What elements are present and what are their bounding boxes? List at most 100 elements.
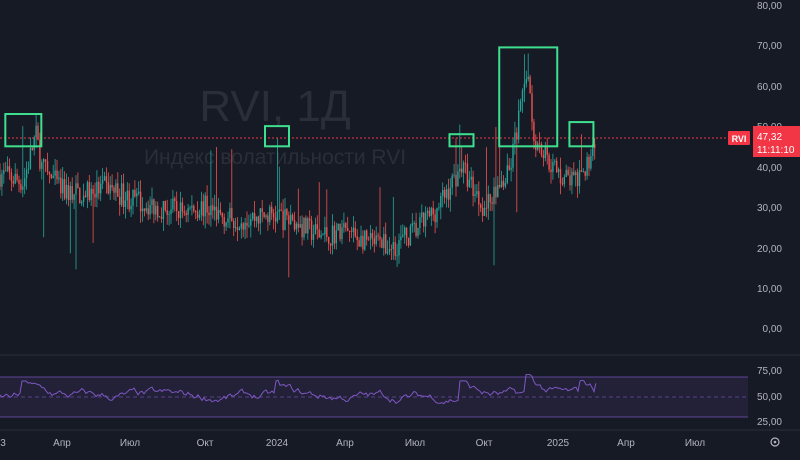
candle-body: [424, 212, 427, 227]
candle-body: [453, 174, 455, 176]
highlight-box[interactable]: [448, 133, 475, 148]
candle-body: [257, 216, 260, 224]
time-label: Июл: [120, 438, 140, 449]
candle-body: [371, 233, 374, 239]
candle-body: [231, 208, 233, 222]
candle-body: [594, 144, 596, 149]
candle-body: [527, 76, 529, 80]
candle-body: [571, 171, 573, 186]
candle-body: [288, 215, 290, 225]
candle-body: [557, 169, 560, 173]
candle-body: [193, 205, 195, 212]
candle-body: [272, 213, 275, 218]
candle-body: [65, 184, 68, 199]
highlight-boxes[interactable]: [4, 46, 595, 148]
candle-body: [385, 234, 387, 254]
candle-body: [407, 238, 410, 246]
candle-body: [455, 174, 457, 187]
candle-body: [409, 226, 412, 246]
candle-body: [354, 227, 356, 237]
candle-body: [411, 223, 413, 227]
candle-body: [377, 235, 379, 237]
candle-body: [14, 173, 16, 184]
candle-body: [540, 144, 543, 155]
candle-body: [470, 176, 472, 180]
candle-body: [189, 207, 191, 209]
highlight-box[interactable]: [264, 125, 290, 148]
candle-body: [582, 171, 584, 173]
candle-body: [170, 209, 172, 214]
candle-body: [440, 196, 442, 208]
candle-body: [550, 169, 552, 173]
symbol-tag-bg: [728, 131, 750, 145]
candle-body: [464, 162, 467, 164]
candle-body: [529, 76, 531, 94]
candle-body: [221, 212, 223, 218]
candle-body: [348, 230, 351, 232]
candle-body: [506, 165, 508, 183]
candle-body: [290, 214, 292, 225]
candle-body: [328, 237, 330, 244]
candle-body: [79, 188, 81, 204]
candle-body: [75, 183, 77, 195]
oscillator-axis[interactable]: 75,00 50,00 25,00: [757, 366, 782, 428]
candle-body: [341, 227, 343, 240]
price-label: 40,00: [757, 163, 782, 174]
time-label: Апр: [617, 438, 635, 449]
candle-body: [54, 170, 56, 176]
candle-body: [552, 161, 554, 173]
candle-body: [312, 234, 315, 240]
candle-body: [29, 147, 32, 169]
candle-body: [212, 205, 214, 211]
candle-body: [493, 186, 495, 204]
candle-body: [147, 208, 149, 215]
candle-body: [120, 183, 123, 205]
candle-body: [227, 218, 229, 223]
candle-body: [269, 206, 271, 222]
candle-body: [16, 173, 18, 180]
candle-body: [3, 170, 5, 174]
price-label: 80,00: [757, 1, 782, 12]
candle-body: [27, 168, 30, 170]
time-label: 3: [0, 438, 6, 449]
oscillator-label: 50,00: [757, 392, 782, 403]
candle-body: [43, 159, 45, 163]
candlestick-series: [0, 53, 596, 278]
candle-body: [404, 227, 406, 235]
gear-icon[interactable]: [770, 437, 780, 447]
highlight-box[interactable]: [568, 121, 595, 148]
candle-body: [1, 173, 3, 187]
highlight-box[interactable]: [498, 46, 559, 148]
candle-body: [428, 210, 431, 216]
candle-body: [73, 194, 75, 200]
candle-body: [86, 182, 89, 197]
last-price-tag[interactable]: RVI 47,32 11:11:10: [728, 126, 800, 157]
candle-body: [497, 184, 499, 198]
candle-body: [324, 227, 326, 235]
candle-body: [252, 213, 254, 220]
candle-body: [516, 132, 518, 140]
candle-body: [234, 227, 237, 229]
candle-body: [297, 223, 299, 228]
candle-body: [303, 217, 305, 238]
candle-body: [117, 183, 119, 197]
time-axis[interactable]: 3 Апр Июл Окт 2024 Апр Июл Окт 2025 Апр …: [0, 438, 705, 449]
price-axis[interactable]: 80,00 70,00 60,00 50,00 40,00 30,00 20,0…: [757, 1, 782, 335]
candle-body: [115, 183, 117, 193]
candle-body: [225, 222, 227, 227]
highlight-box[interactable]: [4, 113, 43, 148]
candle-body: [584, 171, 586, 176]
candle-body: [481, 207, 484, 216]
candle-body: [187, 208, 189, 215]
candle-body: [544, 145, 546, 159]
candle-body: [46, 160, 49, 172]
price-label: 60,00: [757, 82, 782, 93]
time-label: Окт: [476, 438, 493, 449]
time-label: Апр: [336, 438, 354, 449]
candle-body: [246, 222, 248, 226]
candle-body: [37, 125, 39, 141]
candle-body: [586, 156, 588, 176]
candle-body: [181, 202, 184, 212]
bar-countdown: 11:11:10: [757, 145, 795, 156]
time-label: Апр: [53, 438, 71, 449]
